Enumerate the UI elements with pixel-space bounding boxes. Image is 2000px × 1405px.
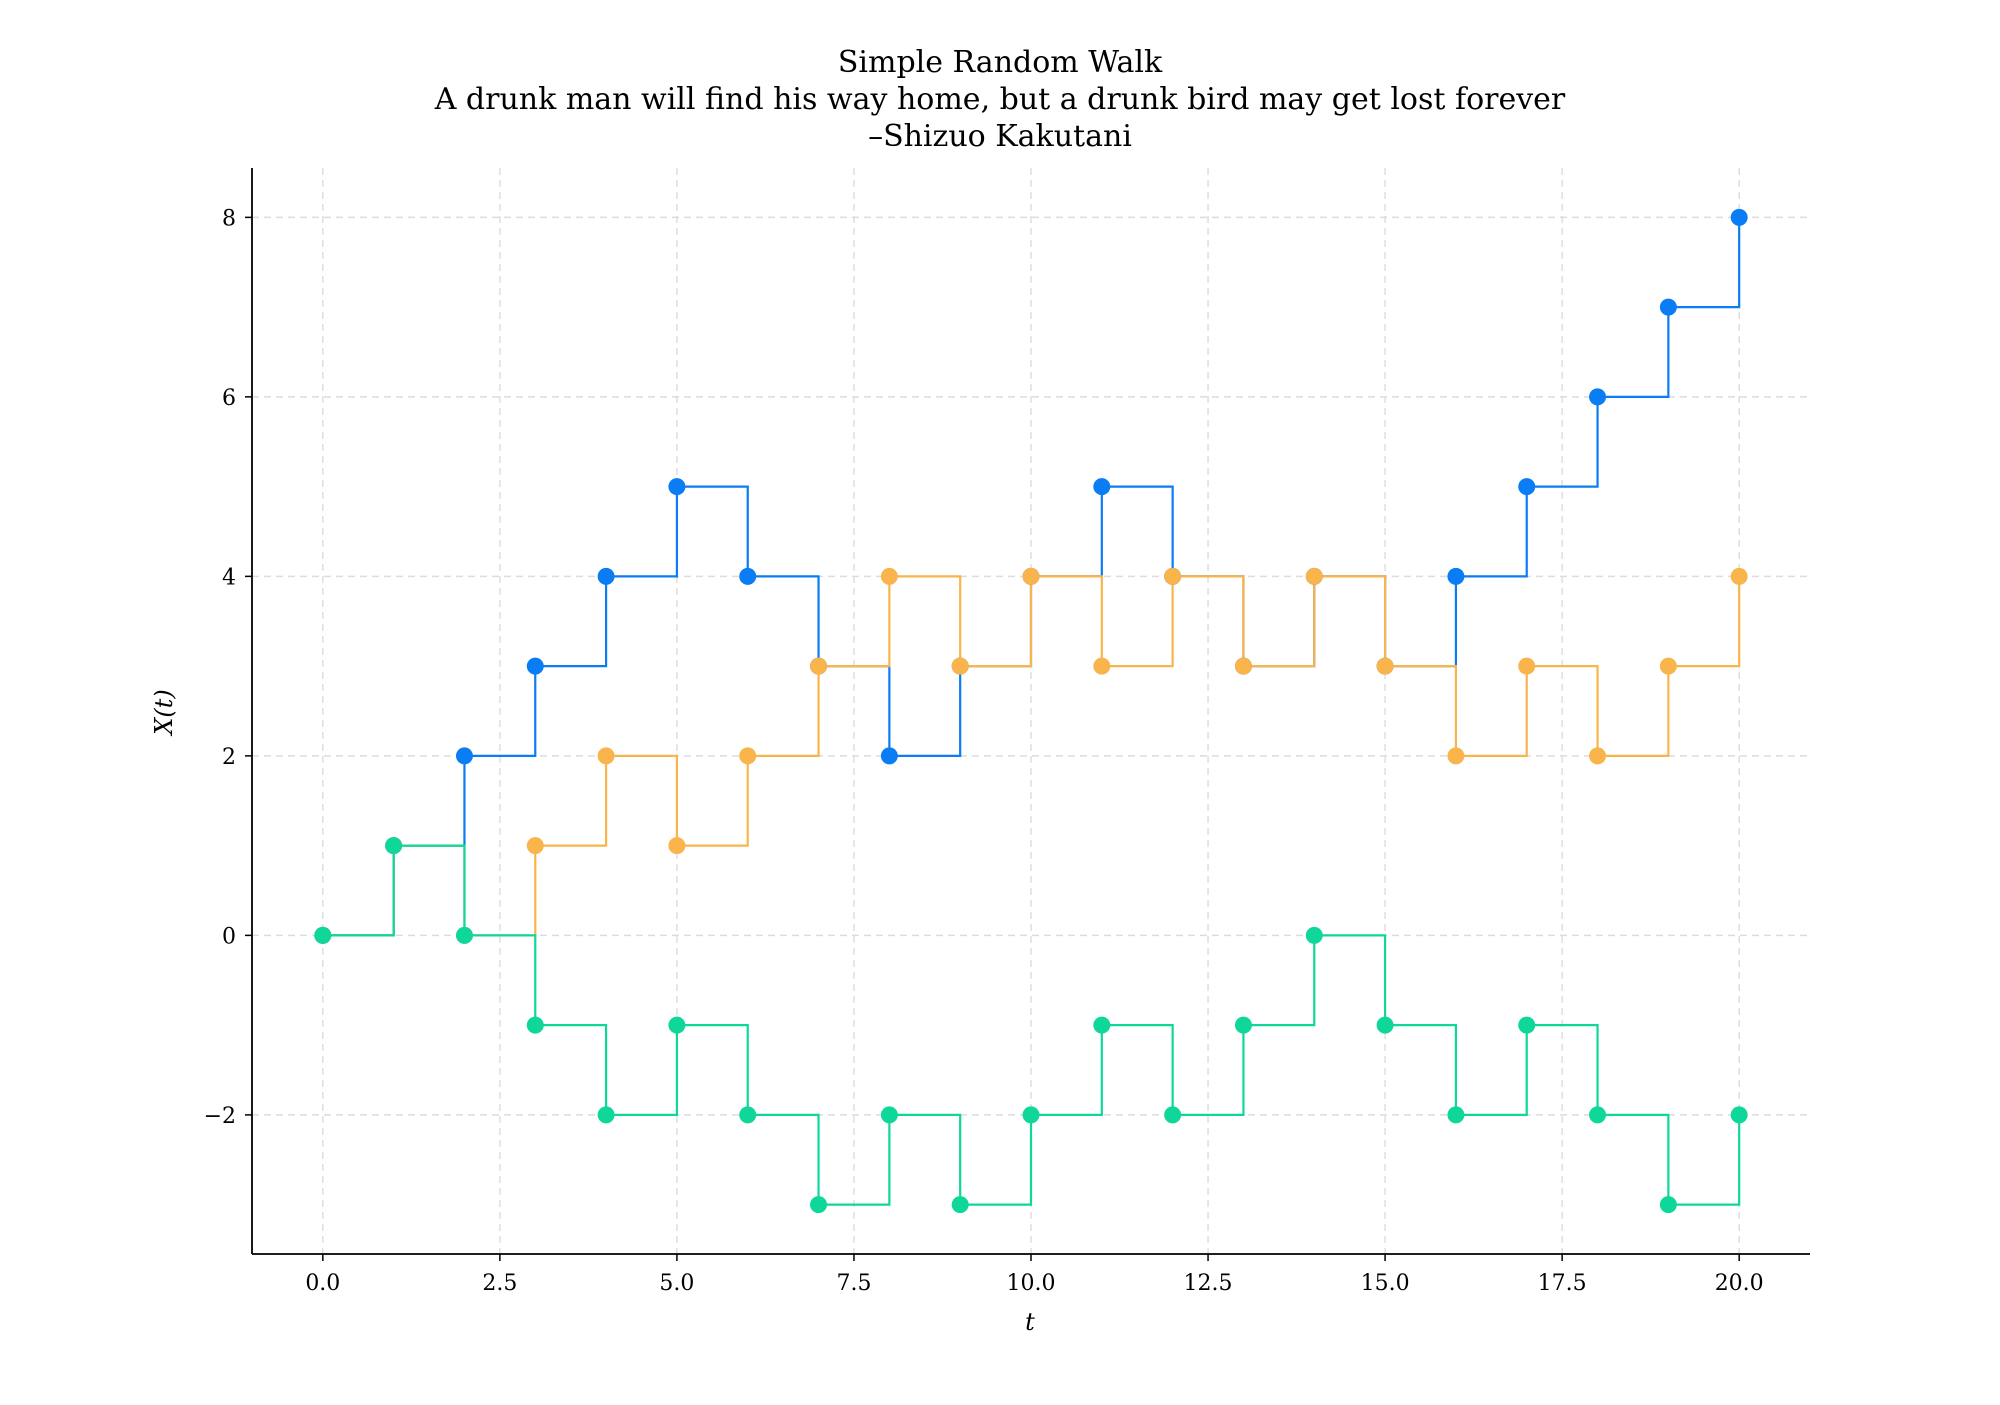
series-0-point-18 (1589, 388, 1607, 406)
series-2-point-18 (1589, 1106, 1607, 1124)
series-1-point-6 (739, 747, 757, 765)
series-2-point-20 (1730, 1106, 1748, 1124)
series-0-point-8 (880, 747, 898, 765)
y-tick-label-0: −2 (204, 1104, 236, 1129)
grid (252, 168, 1810, 1254)
series-0-point-11 (1093, 478, 1111, 496)
x-tick-label-3: 7.5 (836, 1271, 871, 1296)
series-0-point-17 (1518, 478, 1536, 496)
x-axis-label: t (1025, 1308, 1035, 1336)
series-2-point-14 (1305, 926, 1323, 944)
series-0-point-20 (1730, 208, 1748, 226)
series-1-point-20 (1730, 567, 1748, 585)
series-1-point-10 (1022, 567, 1040, 585)
series-2-point-6 (739, 1106, 757, 1124)
chart-title-line-2: A drunk man will find his way home, but … (434, 82, 1566, 117)
y-tick-label-5: 8 (222, 206, 236, 231)
series-2-point-9 (951, 1196, 969, 1214)
x-tick-label-2: 5.0 (659, 1271, 694, 1296)
series-1-point-4 (597, 747, 615, 765)
series-1-point-5 (668, 837, 686, 855)
series-2-point-13 (1234, 1016, 1252, 1034)
series-2-point-16 (1447, 1106, 1465, 1124)
series-1-point-9 (951, 657, 969, 675)
series-1-point-18 (1589, 747, 1607, 765)
series-0-point-4 (597, 567, 615, 585)
series-2-point-19 (1659, 1196, 1677, 1214)
series-0-point-16 (1447, 567, 1465, 585)
series-2-point-1 (385, 837, 403, 855)
series-1-point-15 (1376, 657, 1394, 675)
series-0-point-5 (668, 478, 686, 496)
chart-title-line-1: Simple Random Walk (837, 45, 1163, 80)
series-2-point-12 (1164, 1106, 1182, 1124)
series-1-point-8 (880, 567, 898, 585)
chart-title: Simple Random Walk A drunk man will find… (0, 44, 2000, 155)
series-2-point-5 (668, 1016, 686, 1034)
series-0-point-19 (1659, 298, 1677, 316)
x-tick-label-1: 2.5 (482, 1271, 517, 1296)
series-1-point-3 (526, 837, 544, 855)
series-1-point-12 (1164, 567, 1182, 585)
x-tick-label-6: 15.0 (1361, 1271, 1410, 1296)
series-0-point-3 (526, 657, 544, 675)
ticks: 0.0 2.5 5.0 7.5 10.0 12.5 15.0 17.5 20.0 −2 0 2 4 6 8 (204, 206, 1764, 1296)
x-tick-label-8: 20.0 (1715, 1271, 1764, 1296)
series-1-point-14 (1305, 567, 1323, 585)
series-2-point-0 (314, 926, 332, 944)
series-2-point-4 (597, 1106, 615, 1124)
x-tick-label-0: 0.0 (305, 1271, 340, 1296)
y-tick-label-1: 0 (222, 924, 236, 949)
series-0-point-6 (739, 567, 757, 585)
series-2-point-10 (1022, 1106, 1040, 1124)
series-1-point-13 (1234, 657, 1252, 675)
series-1-point-11 (1093, 657, 1111, 675)
series-2-point-7 (810, 1196, 828, 1214)
series-layer (314, 208, 1748, 1214)
y-axis-label: X(t) (150, 689, 178, 736)
series-2-point-8 (880, 1106, 898, 1124)
series-2-point-15 (1376, 1016, 1394, 1034)
y-tick-label-4: 6 (222, 386, 236, 411)
y-tick-label-2: 2 (222, 745, 236, 770)
x-tick-label-5: 12.5 (1184, 1271, 1233, 1296)
x-tick-label-7: 17.5 (1538, 1271, 1587, 1296)
series-2-point-11 (1093, 1016, 1111, 1034)
series-0-point-2 (455, 747, 473, 765)
series-1-point-19 (1659, 657, 1677, 675)
series-2-point-17 (1518, 1016, 1536, 1034)
series-2-point-3 (526, 1016, 544, 1034)
chart-title-line-3: –Shizuo Kakutani (868, 119, 1132, 154)
series-1-point-17 (1518, 657, 1536, 675)
series-1-point-7 (810, 657, 828, 675)
x-tick-label-4: 10.0 (1007, 1271, 1056, 1296)
series-1-point-16 (1447, 747, 1465, 765)
y-tick-label-3: 4 (222, 565, 236, 590)
series-2-point-2 (455, 926, 473, 944)
